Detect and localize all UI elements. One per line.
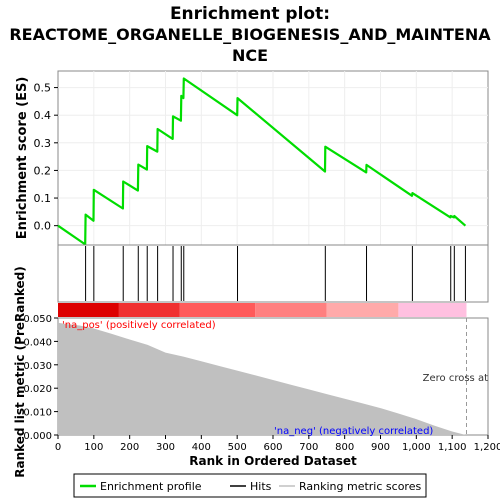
enrichment-profile-line (57, 77, 467, 246)
metric-y-tick-label: 0.000 (23, 431, 52, 442)
chart-title-line-2: REACTOME_ORGANELLE_BIOGENESIS_AND_MAINTE… (9, 25, 491, 44)
ranking-metric-area (58, 322, 467, 435)
metric-y-tick-label: 0.020 (23, 384, 52, 395)
legend-label-ranking-metric-scores: Ranking metric scores (299, 480, 421, 493)
x-tick-label: 700 (299, 442, 318, 453)
x-tick-label: 400 (192, 442, 211, 453)
x-tick-label: 500 (228, 442, 247, 453)
x-tick-label: 900 (371, 442, 390, 453)
color-bar-segment (179, 303, 256, 317)
metric-y-axis-ticks: 0.000 0.010 0.020 0.030 0.040 0.050 (23, 314, 58, 442)
metric-y-tick-label: 0.030 (23, 361, 52, 372)
enrichment-score-panel: 0.0 0.1 0.2 0.3 0.4 0.5 Enrichment score (ES) (15, 70, 489, 246)
x-tick-label: 0 (55, 442, 61, 453)
es-y-tick-label: 0.5 (34, 82, 52, 95)
x-tick-label: 300 (156, 442, 175, 453)
es-y-tick-label: 0.0 (34, 220, 52, 233)
x-tick-label: 1,000 (402, 442, 431, 453)
es-y-axis-label: Enrichment score (ES) (15, 77, 30, 240)
zero-cross-label: Zero cross at (423, 373, 488, 384)
x-tick-label: 100 (84, 442, 103, 453)
es-y-tick-label: 0.3 (34, 137, 52, 150)
es-y-tick-label: 0.1 (34, 192, 52, 205)
hit-lines (85, 246, 466, 301)
hits-panel (57, 244, 489, 303)
color-bar-segment (58, 303, 119, 317)
x-tick-label: 600 (263, 442, 282, 453)
hits-area (57, 244, 489, 303)
metric-y-tick-label: 0.040 (23, 337, 52, 348)
metric-y-tick-label: 0.010 (23, 408, 52, 419)
legend: Enrichment profile Hits Ranking metric s… (73, 473, 427, 498)
rank-color-bar (58, 303, 467, 317)
x-axis-label: Rank in Ordered Dataset (189, 454, 357, 468)
legend-label-hits: Hits (250, 480, 272, 493)
color-bar-segment (255, 303, 327, 317)
es-y-axis-ticks: 0.0 0.1 0.2 0.3 0.4 0.5 (34, 82, 58, 233)
es-y-tick-label: 0.2 (34, 164, 52, 177)
metric-y-tick-label: 0.050 (23, 314, 52, 325)
chart-title-line-3: NCE (232, 46, 268, 65)
x-tick-label: 200 (120, 442, 139, 453)
es-y-tick-label: 0.4 (34, 109, 52, 122)
positive-correlation-label: 'na_pos' (positively correlated) (62, 320, 216, 331)
negative-correlation-label: 'na_neg' (negatively correlated) (274, 426, 433, 437)
chart-title-line-1: Enrichment plot: (170, 4, 330, 24)
legend-label-enrichment-profile: Enrichment profile (100, 480, 202, 493)
x-axis: 0 100 200 300 400 500 600 700 800 900 1,000 1,100 1,… (55, 435, 500, 453)
color-bar-segment (118, 303, 180, 317)
x-tick-label: 1,200 (474, 442, 500, 453)
x-tick-label: 800 (335, 442, 354, 453)
x-tick-label: 1,100 (438, 442, 467, 453)
legend-box (73, 473, 427, 498)
ranked-list-metric-panel: 0.000 0.010 0.020 0.030 0.040 0.050 'na_pos' … (13, 266, 489, 478)
metric-y-axis-label: Ranked list metric (PreRanked) (13, 266, 27, 478)
color-bar-segment (326, 303, 399, 317)
color-bar-segment (398, 303, 467, 317)
